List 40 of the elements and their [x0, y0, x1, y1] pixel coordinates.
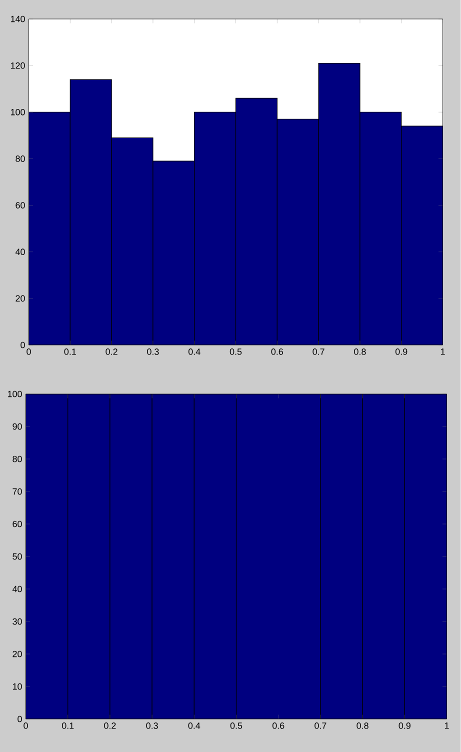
- y-tick-label: 100: [8, 390, 22, 398]
- x-tick-label: 0.4: [188, 722, 200, 729]
- y-tick-label: 80: [16, 156, 26, 162]
- x-tick-label: 0.9: [396, 348, 408, 355]
- y-tick-label: 70: [12, 488, 22, 495]
- x-tick-label: 0.7: [314, 722, 326, 729]
- x-tick-label: 0.1: [64, 348, 76, 355]
- x-tick-label: 0.3: [147, 348, 159, 355]
- y-tick-label: 100: [11, 108, 26, 116]
- x-tick-label: 0.1: [62, 722, 74, 729]
- y-tick-label: 80: [12, 456, 22, 462]
- x-tick-label: 0.5: [230, 348, 242, 355]
- y-tick-label: 0: [20, 342, 26, 348]
- y-tick-label: 60: [12, 520, 22, 528]
- y-tick-label: 30: [12, 618, 22, 625]
- y-tick-label: 10: [13, 683, 22, 690]
- x-tick-label: 0.5: [230, 722, 242, 729]
- y-tick-label: 20: [16, 295, 26, 302]
- x-tick-label: 0.6: [271, 348, 284, 355]
- x-tick-label: 0: [26, 348, 32, 355]
- y-tick-label: 90: [12, 423, 22, 430]
- y-tick-label: 0: [18, 716, 22, 722]
- x-tick-label: 0.8: [354, 348, 366, 355]
- x-tick-label: 1: [445, 722, 449, 729]
- x-tick-label: 0.6: [272, 722, 284, 729]
- y-tick-label: 40: [16, 248, 26, 256]
- x-tick-label: 0.8: [356, 722, 369, 729]
- x-tick-label: 1: [441, 348, 445, 355]
- y-tick-label: 60: [16, 202, 26, 208]
- y-tick-label: 140: [11, 16, 26, 22]
- x-tick-label: 0.3: [146, 722, 158, 729]
- y-tick-label: 120: [11, 62, 26, 69]
- x-tick-label: 0.9: [398, 722, 411, 729]
- x-tick-label: 0.2: [104, 722, 116, 729]
- y-tick-label: 40: [12, 586, 22, 592]
- x-tick-label: 0.7: [312, 348, 324, 355]
- y-tick-label: 50: [12, 553, 22, 560]
- x-tick-label: 0.2: [106, 348, 118, 355]
- y-tick-label: 20: [12, 650, 22, 658]
- x-tick-label: 0.4: [188, 348, 200, 355]
